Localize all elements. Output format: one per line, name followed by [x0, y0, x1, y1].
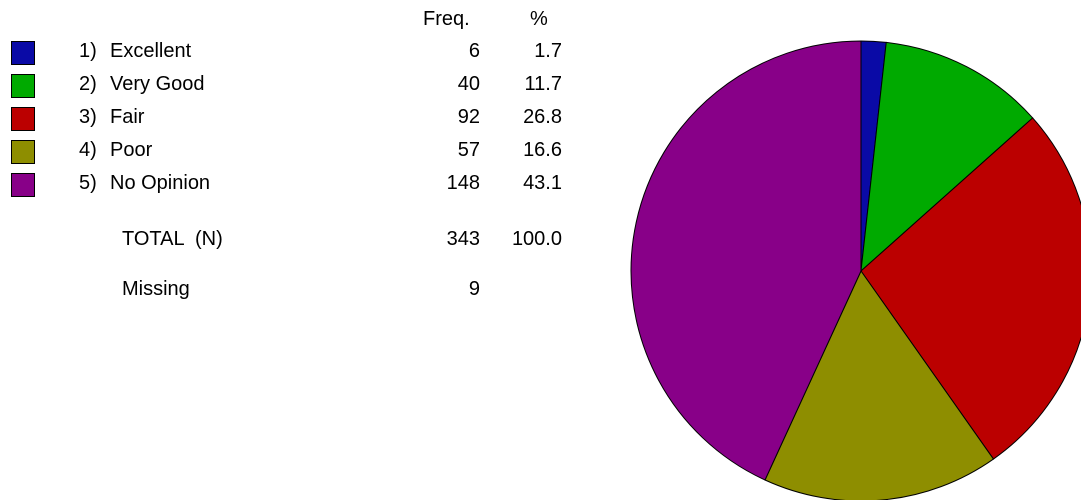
legend-row-no-opinion: 5) No Opinion 148 43.1	[0, 170, 600, 198]
row-freq: 92	[457, 106, 480, 128]
legend-row-excellent: 1) Excellent 6 1.7	[0, 38, 600, 66]
row-label: Very Good	[110, 73, 205, 95]
row-pct: 11.7	[524, 73, 562, 95]
row-freq: 148	[446, 172, 480, 194]
legend-swatch	[11, 173, 35, 197]
missing-row: Missing 9	[0, 276, 600, 304]
pie-slice-poor	[764, 270, 995, 500]
pie-slice-fair	[860, 117, 1081, 460]
row-pct: 43.1	[523, 172, 562, 194]
missing-label: Missing	[122, 278, 190, 300]
pie-slice-no-opinion	[630, 40, 862, 481]
legend-swatch	[11, 41, 35, 65]
row-freq: 40	[457, 73, 480, 95]
total-row: TOTAL (N) 343 100.0	[0, 226, 600, 254]
freq-header: Freq.	[423, 8, 470, 30]
row-pct: 1.7	[534, 40, 562, 62]
row-number: 4)	[79, 139, 97, 161]
legend-swatch	[11, 74, 35, 98]
row-label: Poor	[110, 139, 153, 161]
row-label: Fair	[110, 106, 145, 128]
row-label: No Opinion	[110, 172, 211, 194]
legend-row-fair: 3) Fair 92 26.8	[0, 104, 600, 132]
row-freq: 6	[468, 40, 480, 62]
missing-freq: 9	[468, 278, 480, 300]
row-pct: 26.8	[523, 106, 562, 128]
pie-chart	[630, 40, 1081, 500]
legend-swatch	[11, 107, 35, 131]
total-freq: 343	[446, 228, 480, 250]
row-number: 1)	[79, 40, 97, 62]
row-number: 3)	[79, 106, 97, 128]
pie-slice-very-good	[860, 41, 1034, 273]
pct-header: %	[530, 8, 548, 30]
row-freq: 57	[457, 139, 480, 161]
row-number: 5)	[79, 172, 97, 194]
legend-swatch	[11, 140, 35, 164]
legend-row-poor: 4) Poor 57 16.6	[0, 137, 600, 165]
total-pct: 100.0	[511, 228, 562, 250]
row-label: Excellent	[110, 40, 192, 62]
row-pct: 16.6	[523, 139, 562, 161]
row-number: 2)	[79, 73, 97, 95]
total-label: TOTAL (N)	[122, 228, 223, 250]
legend-row-very-good: 2) Very Good 40 11.7	[0, 71, 600, 99]
